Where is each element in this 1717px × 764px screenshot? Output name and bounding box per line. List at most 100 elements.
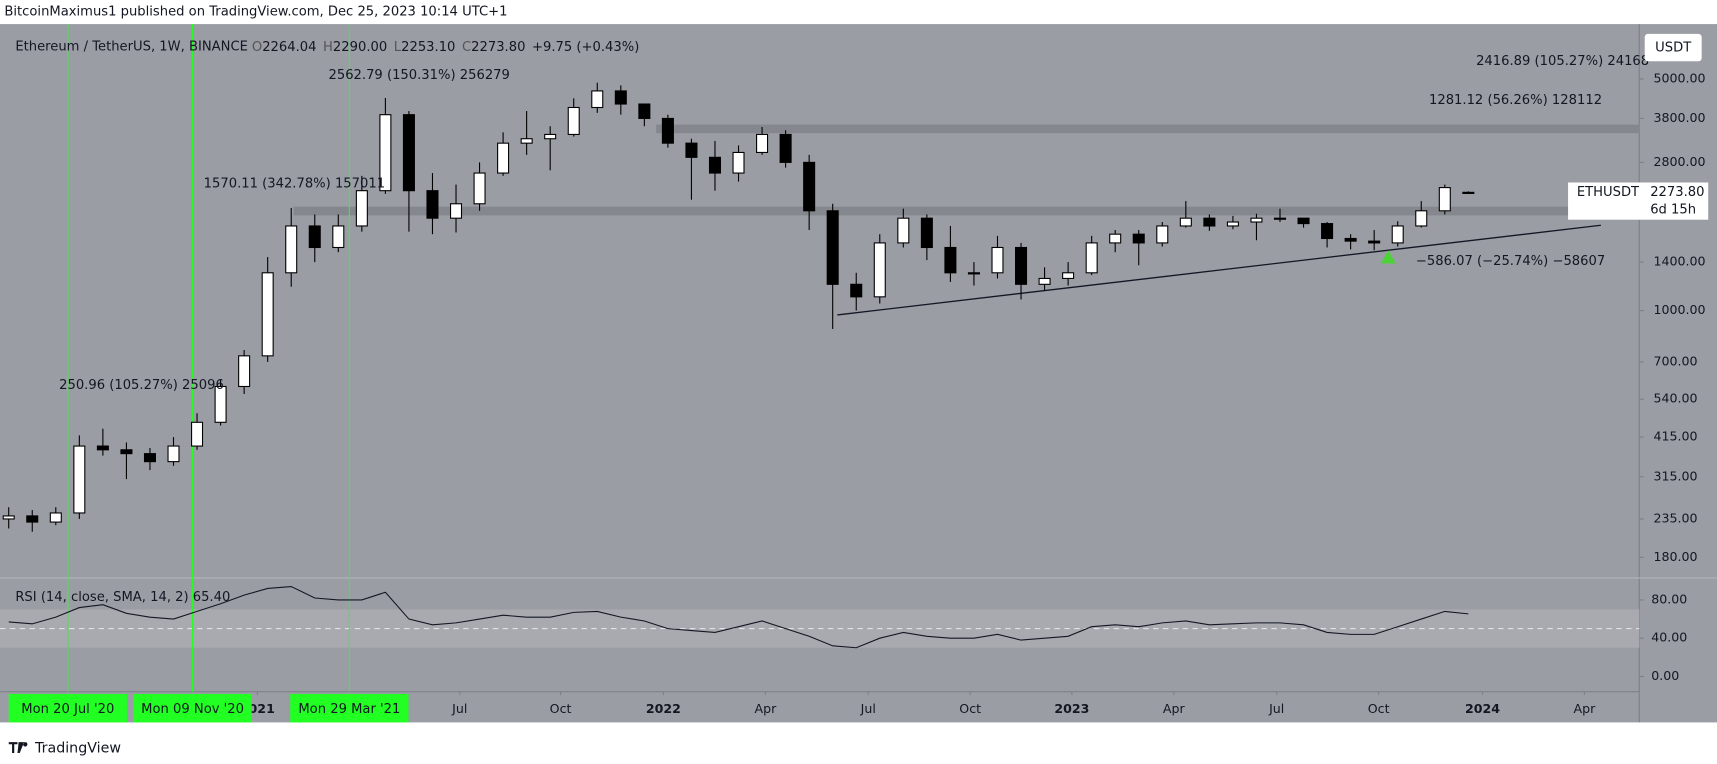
- currency: USDT: [1655, 41, 1692, 56]
- candle-body: [1368, 240, 1381, 244]
- candle-body: [897, 217, 910, 244]
- y-tick-label: 2800.00: [1653, 154, 1705, 169]
- countdown: 6d 15h: [1650, 202, 1696, 217]
- y-tick-label: 235.00: [1653, 510, 1697, 525]
- y-tick-label: 415.00: [1653, 429, 1697, 444]
- date-marker-box: [290, 693, 409, 723]
- candle-body: [285, 225, 298, 274]
- candle-body: [1273, 217, 1287, 220]
- candle-body: [991, 246, 1004, 274]
- date-marker-box: [8, 693, 127, 723]
- measure-annotation: 1570.11 (342.78%) 157011: [204, 176, 385, 191]
- candle-body: [1415, 210, 1428, 227]
- change: +9.75 (+0.43%): [532, 40, 639, 55]
- x-tick-label: 2024: [1465, 701, 1500, 716]
- candle-body: [685, 142, 698, 158]
- candle-body: [1462, 191, 1475, 194]
- y-tick-label: 1400.00: [1653, 254, 1705, 269]
- candle-body: [1062, 272, 1075, 279]
- candle-body: [756, 133, 769, 153]
- candle-body: [944, 246, 957, 274]
- measure-annotation: −586.07 (−25.74%) −58607: [1416, 254, 1605, 269]
- candle-body: [1226, 221, 1239, 227]
- candle-body: [26, 515, 39, 523]
- candle-body: [1109, 233, 1122, 244]
- candle-body: [214, 385, 227, 423]
- candle-body: [732, 151, 745, 174]
- resistance-zone: [293, 206, 1640, 216]
- candle-body: [261, 272, 274, 357]
- ohlc-key: H: [323, 40, 333, 55]
- candle-body: [614, 90, 627, 105]
- candle-body: [779, 133, 792, 163]
- candle-body: [1179, 217, 1192, 227]
- candle-body: [49, 512, 62, 523]
- y-tick-label: 540.00: [1653, 391, 1697, 406]
- candle-body: [426, 190, 439, 219]
- rsi-tick-label: 40.00: [1651, 630, 1687, 645]
- candle-body: [1156, 225, 1169, 244]
- ohlc-key: C: [462, 40, 471, 55]
- ohlc-value: 2264.04: [262, 40, 316, 55]
- candle-body: [520, 138, 533, 144]
- y-tick-label: 315.00: [1653, 468, 1697, 483]
- candle-body: [873, 242, 886, 298]
- measure-annotation: 2562.79 (150.31%) 256279: [329, 68, 510, 83]
- y-tick-label: 700.00: [1653, 353, 1697, 368]
- symbol-title: Ethereum / TetherUS, 1W, BINANCE: [15, 40, 248, 55]
- candle-body: [96, 445, 109, 451]
- candle-body: [167, 445, 180, 463]
- candle-body: [1391, 225, 1404, 244]
- date-marker-box: [133, 693, 252, 723]
- candle-body: [567, 106, 580, 135]
- brand-logo: [8, 742, 28, 754]
- currency-box: [1644, 33, 1702, 62]
- x-tick-label: 2022: [646, 701, 681, 716]
- candle-body: [191, 421, 204, 447]
- candle-body: [2, 515, 15, 520]
- candle-body: [449, 203, 463, 219]
- rsi-line: [8, 585, 1469, 649]
- x-tick-label: Jul: [1268, 701, 1284, 716]
- candle-body: [661, 117, 674, 144]
- x-tick-label: Apr: [754, 701, 777, 716]
- x-tick-label: 2023: [1054, 701, 1089, 716]
- ohlc-value: 2253.10: [401, 40, 455, 55]
- x-tick-label: Jul: [860, 701, 876, 716]
- resistance-zone: [656, 124, 1640, 134]
- candle-body: [544, 133, 557, 140]
- x-tick-label: Oct: [550, 701, 572, 716]
- candle-body: [355, 190, 368, 227]
- candle-body: [73, 445, 86, 514]
- x-tick-label: Oct: [959, 701, 981, 716]
- last-price-ticker: ETHUSDT: [1577, 185, 1640, 200]
- candle-body: [1085, 242, 1098, 274]
- ohlc-key: L: [394, 40, 402, 55]
- last-price-box: [1568, 182, 1709, 220]
- candle-body: [1038, 277, 1051, 285]
- price-axis: 5000.00 3800.00 2800.00 1400.00 1000.00 700.0…: [240, 70, 1706, 715]
- candle-body: [638, 103, 651, 119]
- x-tick-label: Jul: [451, 701, 467, 716]
- y-tick-label: 1000.00: [1653, 302, 1705, 317]
- candle-body: [1438, 187, 1451, 212]
- footer: TradingView: [8, 741, 121, 757]
- signal-triangle: [1380, 250, 1396, 264]
- candle-body: [1321, 223, 1334, 240]
- candle-body: [120, 449, 133, 455]
- x-tick-label: Apr: [1574, 701, 1597, 716]
- candle-body: [332, 225, 345, 249]
- x-tick-label: Oct: [1368, 701, 1390, 716]
- publisher-line: BitcoinMaximus1 published on TradingView…: [4, 5, 507, 20]
- candle-body: [238, 355, 251, 388]
- x-tick-label: Apr: [1163, 701, 1186, 716]
- candle-body: [920, 217, 933, 249]
- candle-body: [708, 156, 722, 174]
- ohlc-legend: O2264.04 H2290.00 L2253.10 C2273.80 +9.75 (+…: [252, 40, 640, 55]
- y-tick-label: 180.00: [1653, 549, 1697, 564]
- plot-layer: 2416.89 (105.27%) 24168 1281.12 (56.26%) …: [0, 24, 1649, 692]
- last-price: 2273.80: [1650, 185, 1704, 200]
- ohlc-value: 2290.00: [333, 40, 387, 55]
- measure-annotation: 250.96 (105.27%) 25096: [59, 378, 224, 393]
